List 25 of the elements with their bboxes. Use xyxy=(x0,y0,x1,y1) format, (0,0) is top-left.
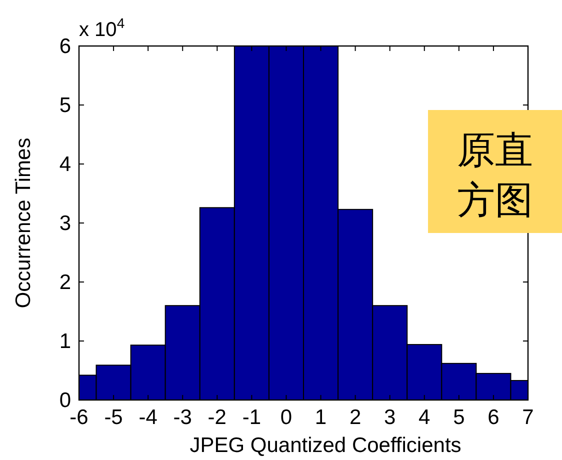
y-tick-label: 2 xyxy=(59,271,71,294)
x-tick-label: -2 xyxy=(208,406,226,429)
y-tick-label: 6 xyxy=(59,35,71,58)
y-tick-label: 4 xyxy=(59,153,72,176)
x-tick-label: 7 xyxy=(522,406,534,429)
x-tick-label: 3 xyxy=(384,406,396,429)
x-axis-title: JPEG Quantized Coefficients xyxy=(190,434,462,457)
x-tick-label: 6 xyxy=(488,406,500,429)
x-tick-label: 0 xyxy=(280,406,292,429)
x-tick-label: 5 xyxy=(453,406,465,429)
x-tick-label: 1 xyxy=(314,406,327,429)
x-tick-label: -1 xyxy=(242,406,262,429)
x-tick-label: -3 xyxy=(173,406,192,429)
x-tick-label: 2 xyxy=(349,406,362,429)
x-tick-label: -6 xyxy=(70,406,88,429)
y-tick-label: 3 xyxy=(59,212,71,235)
y-tick-label: 0 xyxy=(59,389,71,412)
x-tick-label: -4 xyxy=(138,406,158,429)
text: x 10$^{4}$ xyxy=(79,15,125,41)
y-tick-label: 1 xyxy=(59,330,71,353)
y-tick-label: 5 xyxy=(59,94,71,117)
y-axis-title: Occurrence Times xyxy=(12,138,35,308)
x-tick-label: -5 xyxy=(104,406,123,429)
x-tick-label: 4 xyxy=(418,406,431,429)
annotation: 原直方图 xyxy=(457,128,533,222)
